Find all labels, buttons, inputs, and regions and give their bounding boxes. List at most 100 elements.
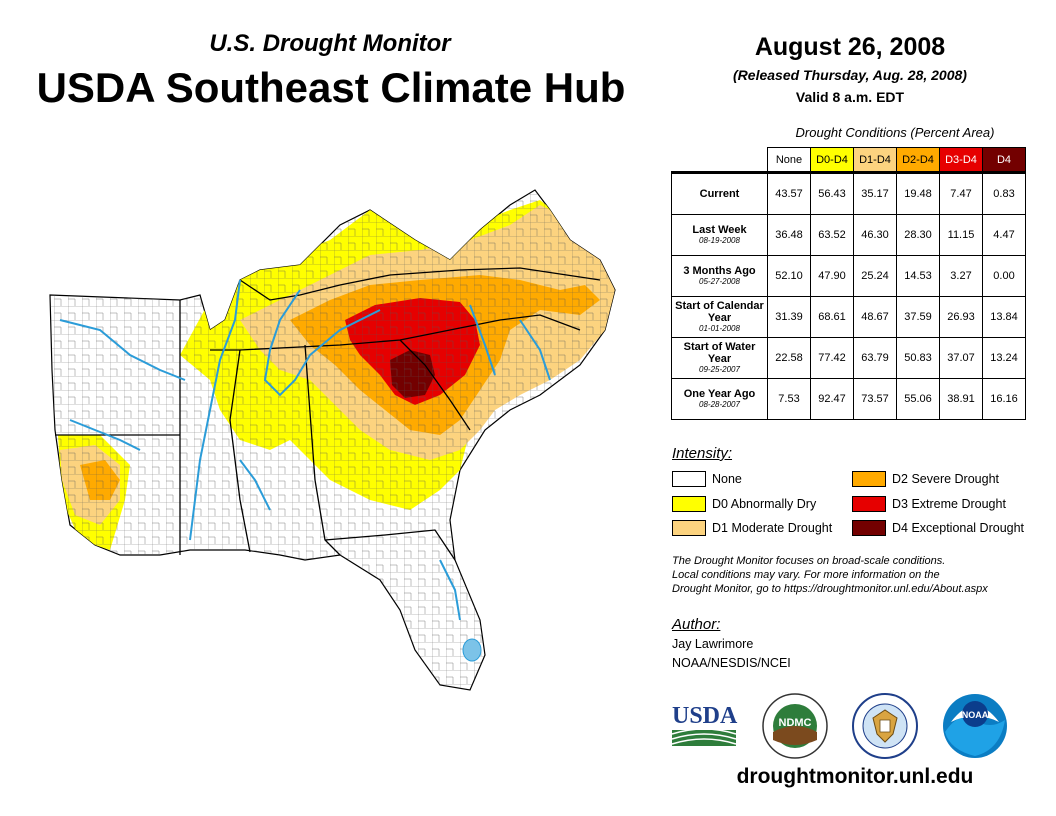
legend-swatch — [852, 471, 886, 487]
rivers — [59, 279, 551, 621]
row-label: 3 Months Ago 05-27-2008 — [671, 255, 768, 297]
note-line: Drought Monitor, go to https://droughtmo… — [672, 583, 988, 595]
commerce-seal-logo — [852, 693, 918, 759]
cell-value: 38.91 — [939, 378, 983, 420]
cell-value: 7.47 — [939, 171, 983, 215]
map-subtitle: U.S. Drought Monitor — [209, 30, 451, 57]
cell-value: 26.93 — [939, 296, 983, 338]
cell-value: 55.06 — [896, 378, 940, 420]
legend-item-d3: D3 Extreme Drought — [852, 496, 1006, 512]
legend-item-d1: D1 Moderate Drought — [672, 520, 832, 536]
disclaimer-note: The Drought Monitor focuses on broad-sca… — [672, 554, 1042, 596]
cell-value: 73.57 — [853, 378, 897, 420]
cell-value: 56.43 — [810, 171, 854, 215]
state-boundaries — [55, 267, 601, 561]
cell-value: 0.83 — [982, 171, 1026, 215]
cell-value: 63.79 — [853, 337, 897, 379]
drought-map — [49, 189, 616, 691]
legend-swatch — [672, 496, 706, 512]
cell-value: 35.17 — [853, 171, 897, 215]
row-label: Start of Calendar Year 01-01-2008 — [671, 296, 768, 338]
conditions-title: Drought Conditions (Percent Area) — [795, 125, 995, 140]
cell-value: 14.53 — [896, 255, 940, 297]
cell-value: 13.24 — [982, 337, 1026, 379]
table-header-blank — [672, 148, 768, 173]
cell-value: 0.00 — [982, 255, 1026, 297]
cell-value: 25.24 — [853, 255, 897, 297]
cell-value: 36.48 — [767, 214, 811, 256]
cell-value: 47.90 — [810, 255, 854, 297]
author-title: Author: — [672, 616, 721, 633]
row-label: One Year Ago 08-28-2007 — [671, 378, 768, 420]
cell-value: 28.30 — [896, 214, 940, 256]
cell-value: 37.07 — [939, 337, 983, 379]
col-d2-d4: D2-D4 — [896, 147, 940, 173]
svg-text:USDA: USDA — [672, 703, 738, 729]
cell-value: 50.83 — [896, 337, 940, 379]
row-label: Last Week 08-19-2008 — [671, 214, 768, 256]
cell-value: 77.42 — [810, 337, 854, 379]
cell-value: 11.15 — [939, 214, 983, 256]
author-name: Jay Lawrimore — [672, 637, 754, 651]
agency-logos: USDA NDMC NOAA — [671, 693, 1007, 759]
legend-label: D4 Exceptional Drought — [892, 521, 1025, 535]
website-url[interactable]: droughtmonitor.unl.edu — [736, 765, 974, 788]
legend-item-d4: D4 Exceptional Drought — [852, 520, 1024, 536]
legend-swatch — [852, 520, 886, 536]
legend-swatch — [672, 520, 706, 536]
cell-value: 43.57 — [767, 171, 811, 215]
cell-value: 13.84 — [982, 296, 1026, 338]
cell-value: 52.10 — [767, 255, 811, 297]
intensity-title: Intensity: — [672, 445, 733, 462]
legend-label: None — [712, 472, 742, 486]
svg-text:NOAA: NOAA — [962, 710, 989, 720]
note-line: The Drought Monitor focuses on broad-sca… — [672, 555, 946, 567]
legend-swatch — [852, 496, 886, 512]
cell-value: 31.39 — [767, 296, 811, 338]
table-row: Last Week 08-19-2008 36.48 63.52 46.30 28… — [671, 214, 1026, 256]
col-d1-d4: D1-D4 — [853, 147, 897, 173]
lake-okeechobee — [462, 638, 482, 662]
legend-label: D0 Abnormally Dry — [712, 497, 817, 511]
cell-value: 22.58 — [767, 337, 811, 379]
table-row: 3 Months Ago 05-27-2008 52.10 47.90 25.24… — [671, 255, 1026, 297]
col-d4: D4 — [982, 147, 1026, 173]
legend-swatch — [672, 471, 706, 487]
legend-item-none: None — [672, 471, 742, 487]
svg-text:NDMC: NDMC — [779, 717, 812, 729]
table-row: Current 43.57 56.43 35.17 19.48 7.47 0.8… — [671, 171, 1026, 215]
cell-value: 92.47 — [810, 378, 854, 420]
cell-value: 48.67 — [853, 296, 897, 338]
ndmc-logo: NDMC — [762, 693, 828, 759]
cell-value: 3.27 — [939, 255, 983, 297]
cell-value: 37.59 — [896, 296, 940, 338]
col-none: None — [767, 147, 811, 173]
note-line: Local conditions may vary. For more info… — [672, 569, 940, 581]
table-row: Start of Water Year 09-25-2007 22.58 77.4… — [671, 337, 1026, 379]
cell-value: 63.52 — [810, 214, 854, 256]
row-label: Start of Water Year 09-25-2007 — [671, 337, 768, 379]
legend-label: D2 Severe Drought — [892, 472, 1000, 486]
cell-value: 4.47 — [982, 214, 1026, 256]
map-title: USDA Southeast Climate Hub — [36, 64, 626, 111]
drought-conditions-table: None D0-D4 D1-D4 D2-D4 D3-D4 D4 Current … — [671, 147, 1026, 420]
legend-item-d2: D2 Severe Drought — [852, 471, 999, 487]
author-org: NOAA/NESDIS/NCEI — [672, 656, 791, 670]
col-d0-d4: D0-D4 — [810, 147, 854, 173]
cell-value: 68.61 — [810, 296, 854, 338]
legend-label: D1 Moderate Drought — [712, 521, 833, 535]
legend-label: D3 Extreme Drought — [892, 497, 1006, 511]
table-row: One Year Ago 08-28-2007 7.53 92.47 73.57 … — [671, 378, 1026, 420]
noaa-logo: NOAA — [943, 694, 1007, 758]
cell-value: 19.48 — [896, 171, 940, 215]
cell-value: 46.30 — [853, 214, 897, 256]
table-row: Start of Calendar Year 01-01-2008 31.39 6… — [671, 296, 1026, 338]
valid-time: Valid 8 a.m. EDT — [795, 89, 905, 105]
row-label: Current — [671, 171, 768, 215]
table-header-row: None D0-D4 D1-D4 D2-D4 D3-D4 D4 — [672, 147, 1026, 173]
col-d3-d4: D3-D4 — [939, 147, 983, 173]
usda-logo: USDA — [671, 703, 738, 746]
legend-item-d0: D0 Abnormally Dry — [672, 496, 816, 512]
cell-value: 7.53 — [767, 378, 811, 420]
map-date: August 26, 2008 — [754, 33, 946, 61]
